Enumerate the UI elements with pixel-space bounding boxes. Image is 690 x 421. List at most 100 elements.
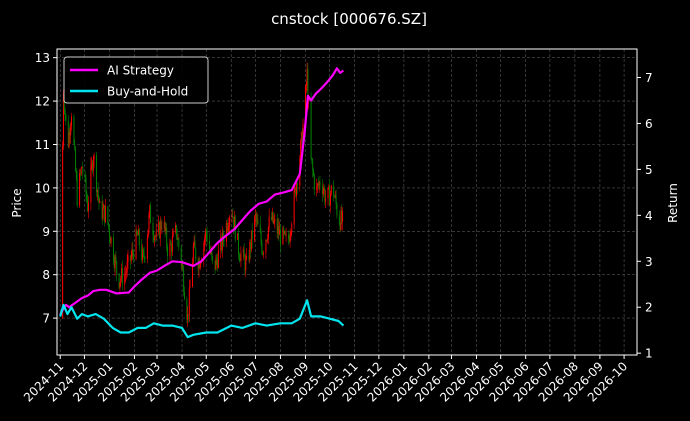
candle-body xyxy=(254,213,256,217)
candle-body xyxy=(333,185,335,197)
candle-body xyxy=(155,231,157,237)
candle-body xyxy=(154,236,156,241)
candle-body xyxy=(180,246,182,266)
candle-body xyxy=(187,314,189,316)
candle-body xyxy=(137,229,139,236)
candle-body xyxy=(330,185,332,194)
return-series xyxy=(59,67,345,339)
candle-body xyxy=(75,148,77,171)
candle-body xyxy=(305,84,307,87)
candle-body xyxy=(165,228,167,232)
candle-body xyxy=(153,235,155,241)
candle-body xyxy=(147,229,149,238)
candle-body xyxy=(96,155,98,193)
candle-body xyxy=(141,245,143,261)
candle-body xyxy=(278,225,280,235)
candle-body xyxy=(233,217,235,228)
candle-body xyxy=(82,167,84,174)
candle-body xyxy=(279,229,281,245)
candle-body xyxy=(216,257,218,261)
candle-body xyxy=(319,182,321,186)
candle-body xyxy=(158,222,160,239)
candle-body xyxy=(192,245,194,263)
candle-body xyxy=(250,230,252,250)
candle-body xyxy=(149,205,151,215)
candle-body xyxy=(338,215,340,225)
candle-body xyxy=(67,121,69,147)
candle-body xyxy=(98,196,100,204)
candle-body xyxy=(87,202,89,211)
candle-body xyxy=(239,258,241,261)
candle-body xyxy=(104,206,106,222)
legend-box xyxy=(63,56,209,104)
candle-body xyxy=(317,183,319,186)
candle-body xyxy=(62,93,64,146)
candle-body xyxy=(210,251,212,254)
candle-body xyxy=(150,205,152,224)
y-left-tick-label: 13 xyxy=(35,51,50,65)
candle-body xyxy=(251,230,253,240)
candle-body xyxy=(114,256,116,269)
candle-body xyxy=(267,227,269,240)
candle-body xyxy=(99,200,101,204)
candle-body xyxy=(328,185,330,189)
candle-body xyxy=(187,314,189,320)
candle-body xyxy=(194,240,196,249)
candle-body xyxy=(97,189,99,197)
candle-body xyxy=(175,225,177,237)
candle-body xyxy=(126,261,128,273)
candle-body xyxy=(255,213,257,221)
candle-body xyxy=(265,239,267,253)
candle-body xyxy=(167,246,169,257)
plot-frame xyxy=(56,48,638,356)
candle-body xyxy=(277,225,279,234)
series-line-ai-strategy xyxy=(59,67,345,315)
candle-body xyxy=(274,219,276,222)
candle-body xyxy=(76,178,78,206)
candle-body xyxy=(300,140,302,159)
candle-body xyxy=(333,196,335,198)
candle-body xyxy=(204,230,206,239)
candle-body xyxy=(181,264,183,266)
candle-body xyxy=(143,254,145,258)
candle-body xyxy=(166,228,168,247)
candle-body xyxy=(215,257,217,270)
candle-body xyxy=(64,109,66,115)
candle-body xyxy=(335,195,337,205)
y-left-tick-label: 9 xyxy=(42,225,50,239)
candle-body xyxy=(288,234,290,240)
candle-body xyxy=(260,232,262,243)
candle-body xyxy=(148,214,150,230)
legend: AI Strategy Buy-and-Hold xyxy=(63,56,209,104)
chart-title: cnstock [000676.SZ] xyxy=(271,10,427,28)
legend-label: Buy-and-Hold xyxy=(107,85,188,99)
candle-body xyxy=(68,131,70,147)
candle-body xyxy=(306,69,308,85)
candle-body xyxy=(142,249,144,255)
candle-body xyxy=(120,278,122,283)
candle-body xyxy=(84,173,86,179)
candle-body xyxy=(296,183,298,186)
candle-body xyxy=(129,255,131,261)
candle-body xyxy=(311,158,313,162)
candle-body xyxy=(279,229,281,235)
candle-body xyxy=(193,240,195,246)
candle-body xyxy=(327,188,329,199)
candle-body xyxy=(211,251,213,257)
candle-body xyxy=(132,249,134,254)
candle-body xyxy=(282,228,284,245)
candle-body xyxy=(164,221,166,232)
candle-body xyxy=(186,299,188,320)
candle-body xyxy=(125,272,127,274)
candle-body xyxy=(81,167,83,169)
candle-body xyxy=(324,188,326,202)
candle-body xyxy=(135,230,137,259)
candle-body xyxy=(71,116,73,126)
candle-body xyxy=(329,185,331,205)
candle-body xyxy=(316,185,318,190)
candle-body xyxy=(85,178,87,195)
candle-body xyxy=(91,162,93,171)
y-left-tick-label: 12 xyxy=(35,95,50,109)
candle-body xyxy=(206,232,208,241)
candle-body xyxy=(130,256,132,261)
